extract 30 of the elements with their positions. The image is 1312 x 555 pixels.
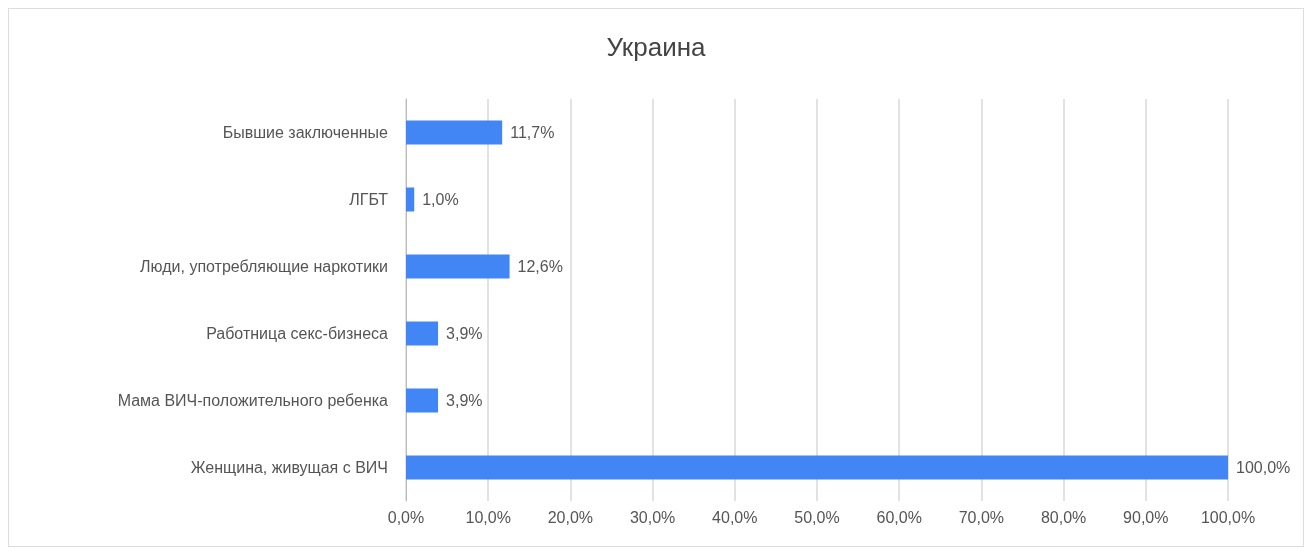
x-tick-label: 10,0% <box>465 508 511 526</box>
bar <box>406 187 415 212</box>
y-tick-label: Мама ВИЧ-положительного ребенка <box>117 392 389 409</box>
bar <box>406 455 1228 480</box>
x-tick-label: 100,0% <box>1200 508 1256 526</box>
x-tick-label: 30,0% <box>629 508 676 526</box>
data-label: 100,0% <box>1236 459 1291 476</box>
bar <box>406 120 503 145</box>
y-tick-label: ЛГБТ <box>349 191 389 208</box>
x-tick-label: 90,0% <box>1123 508 1169 526</box>
bar <box>406 321 439 346</box>
bar <box>406 388 439 413</box>
data-label: 1,0% <box>422 191 459 208</box>
x-tick-label: 80,0% <box>1040 508 1087 526</box>
data-label: 11,7% <box>510 124 555 141</box>
x-tick-label: 0,0% <box>387 508 425 526</box>
x-tick-label: 40,0% <box>712 508 758 526</box>
data-label: 12,6% <box>517 258 563 275</box>
y-tick-label: Работница секс-бизнеса <box>206 325 389 342</box>
chart-title: Украина <box>606 32 707 62</box>
y-tick-label: Люди, употребляющие наркотики <box>140 258 388 275</box>
bar <box>406 254 510 279</box>
x-tick-label: 20,0% <box>547 508 594 526</box>
x-tick-label: 70,0% <box>958 508 1005 526</box>
y-tick-label: Бывшие заключенные <box>222 124 389 141</box>
x-tick-label: 60,0% <box>876 508 922 526</box>
y-tick-label: Женщина, живущая с ВИЧ <box>190 459 388 476</box>
data-label: 3,9% <box>446 392 483 409</box>
x-tick-label: 50,0% <box>794 508 840 526</box>
data-label: 3,9% <box>446 325 483 342</box>
